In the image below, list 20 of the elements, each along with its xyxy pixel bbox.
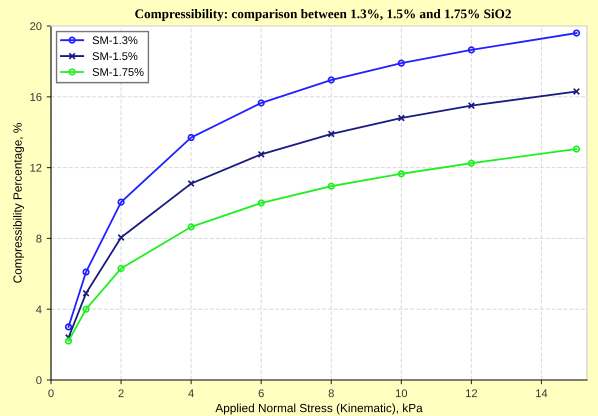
legend-label: SM-1.3% xyxy=(92,36,138,44)
x-axis-title: Applied Normal Stress (Kinematic), kPa xyxy=(215,404,423,415)
y-tick-label: 0 xyxy=(36,376,42,384)
y-tick-label: 4 xyxy=(36,306,42,314)
x-tick-label: 0 xyxy=(48,389,54,398)
x-tick-label: 12 xyxy=(466,389,478,398)
legend-label: SM-1.5% xyxy=(92,52,138,60)
y-tick-label: 16 xyxy=(30,93,42,101)
x-tick-label: 10 xyxy=(396,389,408,398)
x-tick-label: 8 xyxy=(328,389,334,398)
y-axis-title: Compressibility Percentage, % xyxy=(13,123,24,283)
chart-title: Compressibility: comparison between 1.3%, 1.5% and 1.75% SiO2 xyxy=(135,9,511,21)
x-tick-label: 2 xyxy=(118,389,124,398)
y-tick-label: 12 xyxy=(30,164,42,172)
x-tick-label: 4 xyxy=(188,389,194,398)
y-tick-label: 8 xyxy=(36,234,42,243)
legend-label: SM-1.75% xyxy=(92,68,144,76)
y-tick-label: 20 xyxy=(30,22,42,30)
x-tick-label: 14 xyxy=(536,389,548,398)
x-tick-label: 6 xyxy=(258,389,264,398)
